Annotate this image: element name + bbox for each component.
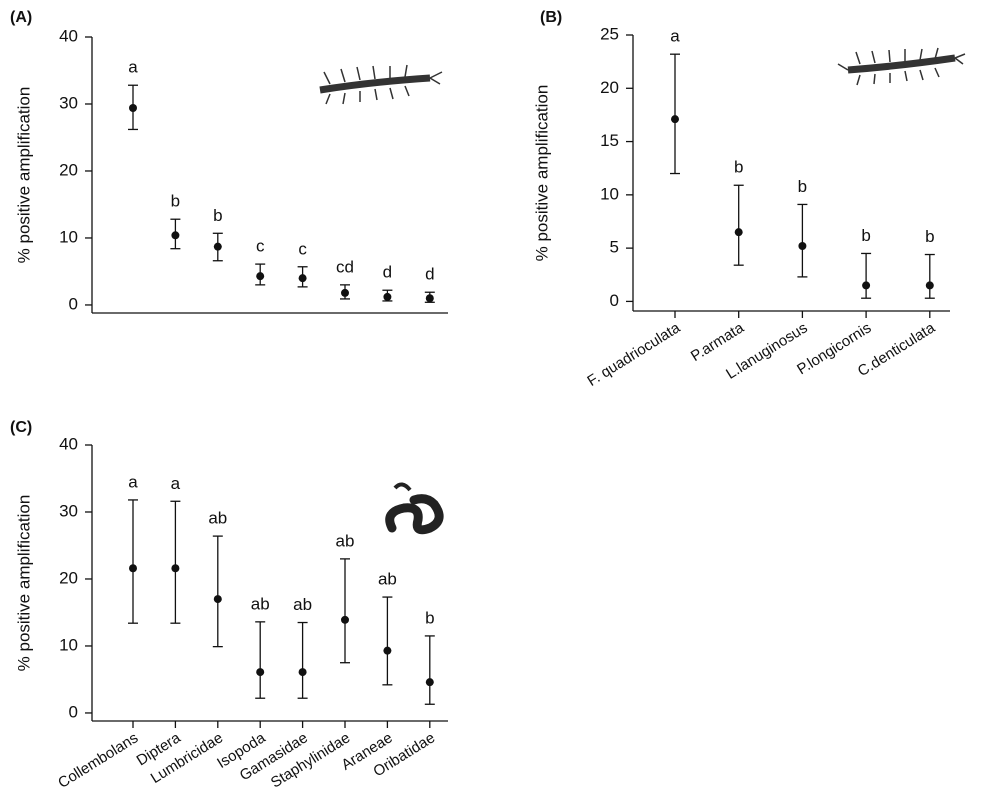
significance-letter: a (128, 472, 138, 491)
significance-letter: b (213, 206, 222, 225)
centipede-icon (319, 64, 443, 105)
y-axis-label: % positive amplification (14, 495, 33, 672)
significance-letter: ab (336, 531, 355, 550)
significance-letter: c (298, 239, 307, 258)
x-tick-label: Collembolans (55, 729, 141, 792)
significance-letter: b (798, 177, 807, 196)
point (256, 668, 265, 677)
significance-letter: b (861, 226, 870, 245)
point (862, 281, 871, 290)
worm-icon (385, 482, 444, 535)
y-tick-label: 30 (59, 93, 78, 112)
point (798, 241, 807, 250)
significance-letter: a (171, 474, 181, 493)
x-tick-label: F. quadrioculata (584, 319, 683, 390)
y-tick-label: 5 (610, 238, 619, 257)
point (425, 678, 434, 687)
panel-title: (A) (10, 9, 32, 26)
significance-letter: b (425, 608, 434, 627)
y-tick-label: 0 (69, 702, 78, 721)
point (213, 595, 222, 604)
significance-letter: ab (378, 570, 397, 589)
y-tick-label: 20 (59, 160, 78, 179)
significance-letter: a (670, 27, 680, 46)
y-tick-label: 40 (59, 434, 78, 453)
point (425, 294, 434, 303)
point (129, 564, 137, 573)
point (383, 292, 392, 301)
point (213, 242, 222, 251)
point (341, 288, 349, 297)
y-axis-label: % positive amplification (14, 87, 33, 264)
y-tick-label: 25 (600, 24, 619, 43)
y-tick-label: 10 (59, 635, 78, 654)
point (383, 646, 392, 655)
y-tick-label: 10 (600, 184, 619, 203)
panel-title: (B) (540, 9, 562, 26)
y-tick-label: 40 (59, 26, 78, 45)
point (171, 231, 180, 240)
point (129, 104, 137, 113)
point (925, 281, 934, 290)
significance-letter: b (925, 227, 934, 246)
y-tick-label: 0 (69, 294, 78, 313)
y-axis-label: % positive amplification (532, 85, 551, 262)
point (171, 564, 180, 573)
centipede-icon (837, 47, 966, 86)
significance-letter: b (734, 158, 743, 177)
significance-letter: ab (251, 594, 270, 613)
y-tick-label: 20 (600, 78, 619, 97)
point (734, 228, 743, 237)
significance-letter: b (171, 192, 180, 211)
significance-letter: c (256, 237, 265, 256)
y-tick-label: 10 (59, 227, 78, 246)
point (298, 668, 307, 677)
significance-letter: d (425, 265, 434, 284)
y-tick-label: 15 (600, 131, 619, 150)
point (256, 272, 265, 281)
point (671, 115, 679, 124)
point (341, 615, 349, 624)
significance-letter: a (128, 58, 138, 77)
y-tick-label: 20 (59, 568, 78, 587)
y-tick-label: 0 (610, 291, 619, 310)
panel-title: (C) (10, 419, 32, 436)
point (298, 274, 307, 283)
significance-letter: ab (293, 595, 312, 614)
significance-letter: ab (208, 509, 227, 528)
significance-letter: d (383, 263, 392, 282)
significance-letter: cd (336, 257, 354, 276)
y-tick-label: 30 (59, 501, 78, 520)
